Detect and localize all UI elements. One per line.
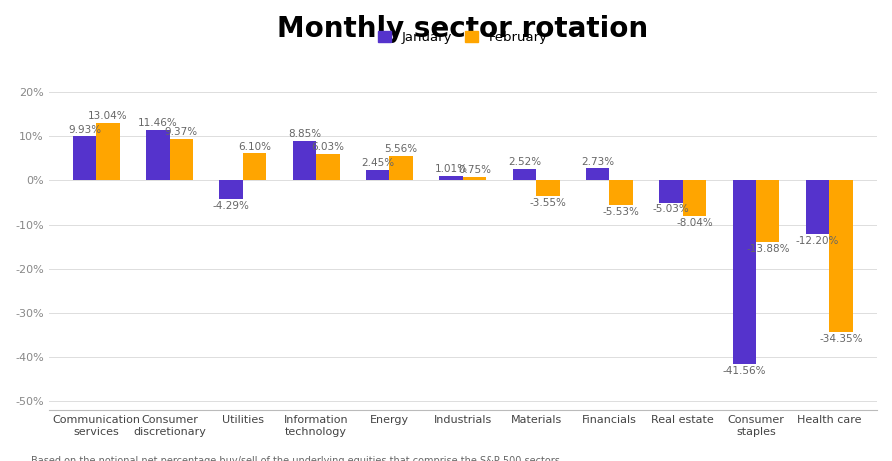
Bar [96, 123, 120, 180]
Bar [830, 180, 853, 332]
Bar [805, 180, 830, 234]
Text: 6.10%: 6.10% [238, 142, 271, 152]
Text: 2.45%: 2.45% [361, 158, 394, 168]
Text: 13.04%: 13.04% [88, 111, 128, 121]
Text: -12.20%: -12.20% [796, 236, 839, 246]
Text: 6.03%: 6.03% [311, 142, 344, 152]
Bar [536, 180, 559, 196]
Text: -41.56%: -41.56% [723, 366, 766, 376]
Text: -3.55%: -3.55% [530, 198, 566, 208]
Bar [219, 180, 243, 199]
Text: 11.46%: 11.46% [138, 118, 178, 128]
Bar [440, 176, 463, 180]
Bar [390, 156, 413, 180]
Text: 1.01%: 1.01% [434, 164, 467, 174]
Title: Monthly sector rotation: Monthly sector rotation [277, 15, 648, 43]
Bar [659, 180, 682, 203]
Text: 8.85%: 8.85% [288, 130, 321, 140]
Bar [169, 139, 193, 180]
Bar [293, 141, 316, 180]
Bar [316, 154, 340, 180]
Text: 0.75%: 0.75% [458, 165, 491, 175]
Bar [146, 130, 169, 180]
Text: 2.52%: 2.52% [508, 158, 541, 167]
Bar [609, 180, 633, 205]
Bar [366, 170, 390, 180]
Text: -13.88%: -13.88% [746, 243, 789, 254]
Bar [756, 180, 780, 242]
Text: Based on the notional net percentage buy/sell of the underlying equities that co: Based on the notional net percentage buy… [31, 455, 563, 461]
Bar [463, 177, 486, 180]
Text: 2.73%: 2.73% [581, 157, 615, 166]
Text: -4.29%: -4.29% [212, 201, 250, 211]
Bar [586, 168, 609, 180]
Text: 9.93%: 9.93% [68, 124, 101, 135]
Bar [513, 169, 536, 180]
Text: -5.53%: -5.53% [603, 207, 640, 217]
Legend: January, February: January, February [373, 25, 553, 49]
Text: 5.56%: 5.56% [384, 144, 417, 154]
Bar [682, 180, 706, 216]
Text: -8.04%: -8.04% [676, 218, 713, 228]
Text: 9.37%: 9.37% [165, 127, 198, 137]
Bar [73, 136, 96, 180]
Bar [732, 180, 756, 364]
Text: -34.35%: -34.35% [820, 334, 863, 344]
Text: -5.03%: -5.03% [653, 204, 690, 214]
Bar [243, 154, 267, 180]
